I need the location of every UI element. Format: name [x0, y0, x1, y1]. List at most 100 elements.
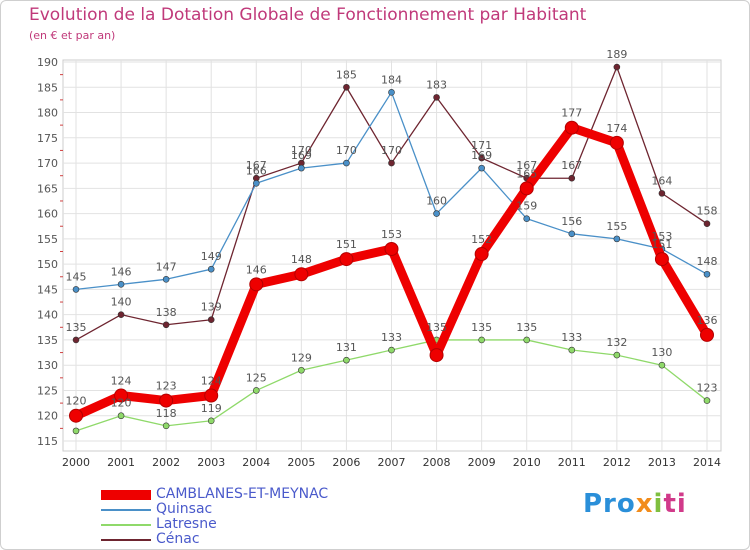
data-label-quinsac: 169	[291, 149, 312, 162]
x-tick-label: 2004	[242, 456, 270, 469]
point-quinsac	[117, 281, 125, 288]
data-label-latresne: 118	[156, 407, 177, 420]
data-label-camblanes-et-meynac: 151	[336, 238, 357, 251]
data-label-cenac: 189	[606, 48, 627, 61]
legend-label: Cénac	[156, 531, 200, 547]
data-label-latresne: 120	[111, 397, 132, 410]
data-label-cenac: 140	[111, 296, 132, 309]
point-camblanes-et-meynac	[339, 252, 354, 267]
legend-label: Quinsac	[156, 501, 213, 517]
data-label-quinsac: 170	[336, 144, 357, 157]
point-camblanes-et-meynac	[204, 388, 219, 403]
data-label-latresne: 123	[697, 382, 718, 395]
x-tick-label: 2008	[423, 456, 451, 469]
data-label-cenac: 164	[651, 174, 672, 187]
grid	[62, 59, 722, 452]
point-camblanes-et-meynac	[474, 247, 489, 262]
point-latresne	[478, 336, 485, 344]
brand-part-4: ti	[663, 489, 687, 519]
point-camblanes-et-meynac	[609, 135, 624, 150]
point-quinsac	[523, 215, 531, 222]
y-tick-label: 160	[37, 208, 58, 221]
data-label-cenac: 185	[336, 68, 357, 81]
point-latresne	[703, 397, 711, 404]
data-label-camblanes-et-meynac: 152	[471, 233, 492, 246]
data-label-camblanes-et-meynac: 146	[246, 263, 267, 276]
data-label-camblanes-et-meynac: 124	[201, 375, 222, 388]
point-latresne	[207, 417, 215, 425]
data-label-quinsac: 184	[381, 73, 402, 86]
data-label-camblanes-et-meynac: 151	[651, 238, 672, 251]
data-label-quinsac: 153	[651, 230, 672, 243]
point-latresne	[72, 427, 80, 435]
x-tick-label: 2002	[152, 456, 180, 469]
point-cenac	[613, 63, 621, 71]
point-latresne	[658, 361, 666, 369]
data-label-latresne: 133	[381, 331, 402, 344]
data-label-latresne: 135	[471, 321, 492, 334]
x-tick-label: 2013	[648, 456, 676, 469]
data-label-camblanes-et-meynac: 153	[381, 228, 402, 241]
legend-swatch	[101, 538, 151, 541]
data-label-camblanes-et-meynac: 177	[561, 107, 582, 120]
point-quinsac	[252, 179, 260, 187]
data-label-cenac: 170	[381, 144, 402, 157]
data-label-cenac: 138	[156, 306, 177, 319]
point-latresne	[613, 351, 621, 359]
y-tick-label: 180	[37, 107, 58, 120]
x-tick-label: 2006	[332, 456, 360, 469]
point-camblanes-et-meynac	[249, 277, 264, 292]
point-camblanes-et-meynac	[700, 327, 714, 342]
data-label-quinsac: 149	[201, 250, 222, 263]
point-cenac	[568, 174, 576, 182]
legend-item-quinsac: Quinsac	[101, 501, 431, 517]
y-tick-label: 155	[37, 233, 58, 246]
point-cenac	[703, 220, 711, 228]
point-quinsac	[162, 275, 170, 283]
data-label-latresne: 131	[336, 341, 357, 354]
point-quinsac	[478, 164, 485, 172]
y-tick-label: 120	[37, 410, 58, 423]
point-camblanes-et-meynac	[69, 408, 83, 423]
data-label-latresne: 129	[291, 351, 312, 364]
data-label-quinsac: 148	[697, 255, 718, 268]
x-tick-label: 2012	[603, 456, 631, 469]
legend-swatch	[101, 489, 151, 500]
point-cenac	[478, 154, 485, 162]
data-label-latresne: 125	[246, 371, 267, 384]
data-label-cenac: 167	[246, 159, 267, 172]
y-tick-label: 130	[37, 359, 58, 372]
point-latresne	[298, 366, 305, 374]
data-label-quinsac: 146	[111, 265, 132, 278]
point-quinsac	[568, 230, 576, 238]
point-quinsac	[703, 270, 711, 278]
point-cenac	[343, 83, 350, 91]
legend-item-camblanes-et-meynac: CAMBLANES-ET-MEYNAC	[101, 486, 431, 502]
data-label-camblanes-et-meynac: 124	[111, 375, 132, 388]
point-latresne	[252, 387, 260, 394]
x-tick-label: 2009	[468, 456, 496, 469]
point-quinsac	[388, 89, 395, 96]
data-label-camblanes-et-meynac: 120	[66, 395, 87, 408]
point-cenac	[658, 190, 666, 197]
data-label-quinsac: 166	[246, 164, 267, 177]
x-tick-label: 2010	[513, 456, 541, 469]
y-tick-label: 125	[37, 384, 58, 397]
x-tick-label: 2001	[107, 456, 135, 469]
legend-item-latresne: Latresne	[101, 516, 431, 532]
data-label-quinsac: 145	[66, 270, 87, 283]
data-label-camblanes-et-meynac: 136	[697, 314, 718, 327]
data-labels: 135 140 138 139 167 170 185 170 183 171 167 167 189 1…	[66, 48, 718, 420]
point-quinsac	[72, 286, 80, 293]
brand-part-1: Pro	[583, 489, 636, 519]
data-label-quinsac: 156	[561, 215, 582, 228]
point-latresne	[117, 412, 125, 420]
point-quinsac	[433, 210, 440, 217]
point-latresne	[523, 336, 531, 344]
data-label-latresne: 130	[651, 346, 672, 359]
legend-swatch	[101, 523, 151, 526]
point-quinsac	[207, 265, 215, 273]
axes: 115 120 125 130 135 140 145 150 155 160 165 170 175 1…	[37, 56, 721, 469]
